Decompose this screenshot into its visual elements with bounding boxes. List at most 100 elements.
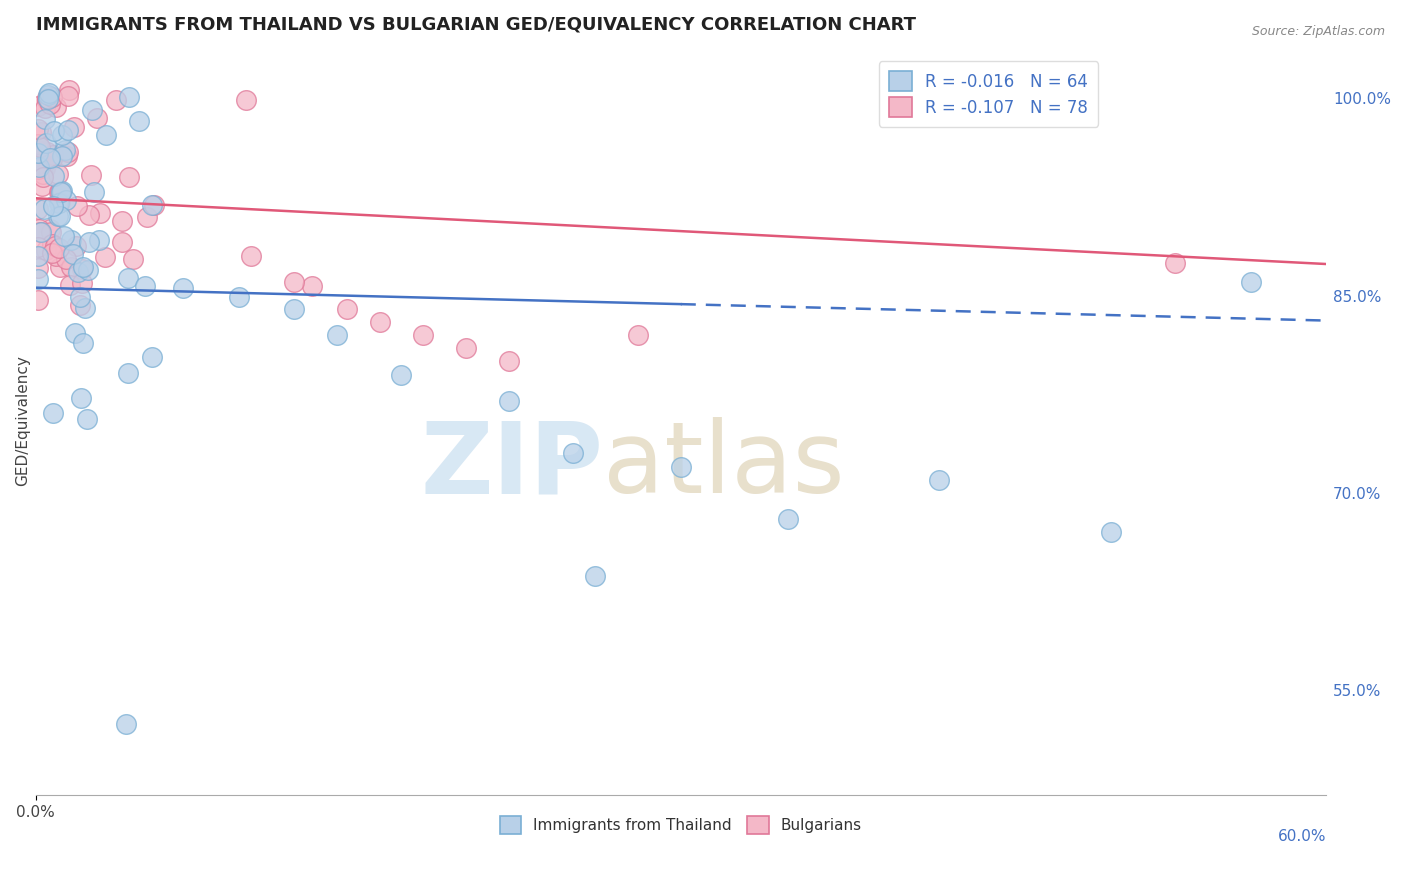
Point bbox=[66, 199, 89, 213]
Point bbox=[42, 169, 65, 184]
Point bbox=[89, 206, 111, 220]
Point bbox=[28, 156, 51, 170]
Point bbox=[117, 90, 139, 104]
Point bbox=[37, 88, 59, 103]
Point bbox=[94, 250, 117, 264]
Point bbox=[69, 298, 91, 312]
Point bbox=[325, 328, 347, 343]
Point bbox=[41, 236, 63, 251]
Point bbox=[928, 473, 950, 487]
Point bbox=[49, 195, 72, 210]
Point bbox=[31, 167, 53, 181]
Point bbox=[51, 128, 73, 143]
Point bbox=[498, 393, 520, 408]
Point bbox=[562, 446, 585, 460]
Point bbox=[37, 145, 59, 159]
Point bbox=[39, 151, 62, 165]
Point bbox=[82, 103, 104, 118]
Point bbox=[63, 120, 86, 134]
Point bbox=[70, 262, 93, 277]
Point bbox=[49, 209, 72, 223]
Point bbox=[72, 260, 94, 274]
Point bbox=[45, 100, 67, 114]
Point bbox=[34, 101, 56, 115]
Point bbox=[94, 128, 117, 142]
Legend: Immigrants from Thailand, Bulgarians: Immigrants from Thailand, Bulgarians bbox=[494, 811, 868, 840]
Point bbox=[77, 263, 100, 277]
Point bbox=[111, 214, 134, 228]
Point bbox=[49, 185, 72, 199]
Point bbox=[27, 150, 49, 164]
Point bbox=[30, 225, 52, 239]
Point bbox=[58, 122, 80, 136]
Point bbox=[27, 293, 49, 307]
Point bbox=[142, 198, 165, 212]
Point bbox=[37, 93, 59, 107]
Point bbox=[59, 278, 82, 293]
Point bbox=[39, 225, 62, 239]
Point bbox=[48, 185, 70, 199]
Point bbox=[27, 99, 49, 113]
Point bbox=[27, 160, 49, 174]
Point bbox=[35, 90, 58, 104]
Point bbox=[65, 239, 87, 253]
Point bbox=[41, 90, 63, 104]
Point bbox=[31, 179, 53, 194]
Point bbox=[56, 149, 79, 163]
Point bbox=[56, 145, 79, 159]
Text: IMMIGRANTS FROM THAILAND VS BULGARIAN GED/EQUIVALENCY CORRELATION CHART: IMMIGRANTS FROM THAILAND VS BULGARIAN GE… bbox=[35, 15, 915, 33]
Point bbox=[134, 278, 156, 293]
Point bbox=[86, 111, 108, 125]
Point bbox=[235, 93, 257, 107]
Point bbox=[27, 249, 49, 263]
Point bbox=[27, 161, 49, 176]
Point bbox=[669, 459, 692, 474]
Point bbox=[70, 391, 93, 405]
Point bbox=[45, 249, 67, 263]
Point bbox=[42, 148, 65, 162]
Point bbox=[44, 239, 66, 253]
Text: Source: ZipAtlas.com: Source: ZipAtlas.com bbox=[1251, 25, 1385, 38]
Point bbox=[30, 139, 52, 153]
Point bbox=[27, 272, 49, 286]
Point bbox=[65, 326, 87, 341]
Point bbox=[141, 198, 163, 212]
Point bbox=[389, 368, 412, 382]
Point bbox=[80, 168, 103, 182]
Point bbox=[49, 260, 72, 274]
Point bbox=[34, 136, 56, 150]
Point bbox=[69, 290, 91, 304]
Point bbox=[41, 152, 63, 166]
Point bbox=[118, 170, 141, 185]
Point bbox=[59, 260, 82, 274]
Y-axis label: GED/Equivalency: GED/Equivalency bbox=[15, 355, 30, 486]
Point bbox=[111, 235, 134, 250]
Point bbox=[55, 143, 77, 157]
Point bbox=[172, 281, 194, 295]
Point bbox=[412, 328, 434, 343]
Point bbox=[51, 185, 73, 199]
Point bbox=[55, 193, 77, 207]
Text: 60.0%: 60.0% bbox=[1278, 830, 1326, 844]
Point bbox=[53, 229, 76, 244]
Text: ZIP: ZIP bbox=[420, 417, 603, 514]
Point bbox=[1099, 525, 1122, 540]
Point bbox=[42, 199, 65, 213]
Point bbox=[368, 315, 391, 329]
Point bbox=[34, 202, 56, 216]
Point bbox=[46, 209, 69, 223]
Point bbox=[228, 290, 250, 304]
Point bbox=[627, 328, 650, 343]
Text: atlas: atlas bbox=[603, 417, 845, 514]
Point bbox=[336, 301, 359, 316]
Point bbox=[27, 137, 49, 152]
Point bbox=[70, 276, 93, 290]
Point bbox=[30, 225, 52, 239]
Point bbox=[41, 246, 63, 260]
Point bbox=[135, 211, 157, 225]
Point bbox=[41, 407, 63, 421]
Point bbox=[35, 243, 58, 257]
Point bbox=[27, 240, 49, 254]
Point bbox=[46, 167, 69, 181]
Point bbox=[115, 717, 138, 731]
